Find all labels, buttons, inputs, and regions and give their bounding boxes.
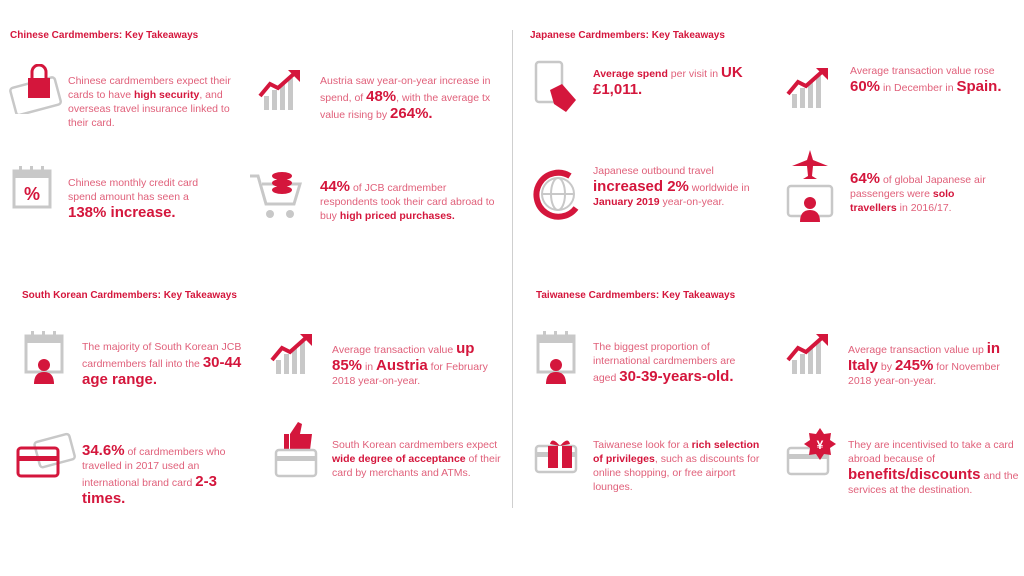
chart-icon	[258, 70, 302, 112]
body-text: They are incentivised to take a card abr…	[848, 439, 1014, 465]
body-text: of their card by merchants and ATMs.	[332, 453, 501, 479]
highlight-text: increased 2%	[593, 178, 689, 195]
highlight-text: 2-3 times.	[82, 473, 217, 507]
body-text: year-on-year.	[659, 196, 725, 208]
highlight-text: benefits/discounts	[848, 466, 981, 483]
takeaway: Taiwanese look for a rich selection of p…	[593, 438, 763, 494]
takeaway: The majority of South Korean JCB cardmem…	[82, 340, 242, 388]
body-text: worldwide in	[688, 182, 750, 194]
takeaway: Average spend per visit in UK £1,011.	[593, 64, 753, 98]
chart-icon	[786, 334, 830, 376]
highlight-text: 64%	[850, 170, 881, 187]
body-text: Taiwanese look for a	[593, 439, 692, 451]
percent-calendar-icon: %	[12, 165, 52, 209]
body-text: in	[362, 361, 377, 373]
highlight-text: 34.6%	[82, 442, 125, 459]
body-text: Japanese outbound travel	[593, 165, 714, 177]
body-text: , with the average tx value rising by	[320, 92, 491, 121]
body-text: per visit in	[667, 68, 721, 80]
thumb-card-icon	[274, 422, 318, 478]
bold-text: Average spend	[593, 68, 668, 80]
takeaway: Average transaction value up in Italy by…	[848, 340, 1008, 388]
gift-card-icon	[534, 440, 578, 474]
highlight-text: 245%	[894, 357, 934, 374]
takeaway: Austria saw year-on-year increase in spe…	[320, 74, 500, 122]
bold-text: high security	[133, 89, 200, 101]
bold-text: high priced purchases.	[339, 210, 455, 222]
body-text: in December in	[880, 82, 957, 94]
body-text: Average transaction value up	[848, 344, 987, 356]
takeaway: They are incentivised to take a card abr…	[848, 438, 1020, 497]
takeaway: 44% of JCB cardmember respondents took t…	[320, 178, 500, 223]
bold-text: solo travellers	[850, 188, 955, 214]
highlight-text: up 85%	[332, 340, 475, 374]
body-text: Average transaction value	[332, 344, 457, 356]
section-title: Japanese Cardmembers: Key Takeaways	[530, 30, 725, 41]
takeaway: Average transaction value rose 60% in De…	[850, 64, 1020, 95]
body-text: of JCB cardmember respondents took their…	[320, 182, 495, 222]
svg-text:¥: ¥	[817, 438, 824, 452]
section-title: South Korean Cardmembers: Key Takeaways	[22, 290, 237, 301]
highlight-text: Austria	[376, 357, 428, 374]
body-text: and the services at the destination.	[848, 470, 1019, 496]
body-text: for February 2018 year-on-year.	[332, 361, 488, 387]
highlight-text: UK £1,011.	[593, 64, 743, 98]
highlight-text: 30-39-years-old.	[619, 368, 734, 385]
takeaway: Chinese monthly credit card spend amount…	[68, 176, 228, 221]
card-hand-icon	[534, 60, 576, 112]
body-text: , such as discounts for online shopping,…	[593, 453, 760, 493]
takeaway: The biggest proportion of international …	[593, 340, 758, 385]
cards-icon	[16, 432, 76, 478]
body-text: of global Japanese air passengers were	[850, 174, 986, 200]
chart-icon	[270, 334, 314, 376]
highlight-text: 44%	[320, 178, 351, 195]
svg-text:%: %	[24, 184, 40, 204]
body-text: , and overseas travel insurance linked t…	[68, 89, 230, 129]
chart-icon	[786, 68, 830, 110]
section-title: Chinese Cardmembers: Key Takeaways	[10, 30, 199, 41]
globe-icon	[533, 169, 579, 220]
body-text: Chinese monthly credit card spend amount…	[68, 177, 199, 203]
takeaway: Chinese cardmembers expect their cards t…	[68, 74, 238, 130]
body-text: Austria saw year-on-year increase in spe…	[320, 75, 491, 104]
takeaway: Japanese outbound travel increased 2% wo…	[593, 164, 763, 209]
bold-text: wide degree of acceptance	[332, 453, 466, 465]
person-calendar-icon	[24, 330, 64, 384]
takeaway: 64% of global Japanese air passengers we…	[850, 170, 1000, 215]
divider	[512, 30, 513, 508]
lock-card-icon	[9, 64, 62, 114]
body-text: of cardmembers who travelled in 2017 use…	[82, 446, 226, 489]
highlight-text: 138% increase.	[68, 204, 176, 221]
takeaway: 34.6% of cardmembers who travelled in 20…	[82, 442, 232, 507]
body-text: The majority of South Korean JCB cardmem…	[82, 341, 242, 370]
highlight-text: in Italy	[848, 340, 1001, 374]
body-text: for November 2018 year-on-year.	[848, 361, 1000, 387]
takeaway: Average transaction value up 85% in Aust…	[332, 340, 492, 388]
bold-text: rich selection of privileges	[593, 439, 760, 465]
body-text: The biggest proportion of international …	[593, 341, 736, 384]
body-text: by	[878, 361, 895, 373]
highlight-text: Spain.	[956, 78, 1002, 95]
takeaway: South Korean cardmembers expect wide deg…	[332, 438, 510, 480]
highlight-text: 30-44 age range.	[82, 354, 242, 388]
body-text: South Korean cardmembers expect	[332, 439, 498, 451]
body-text: in 2016/17.	[896, 202, 952, 214]
highlight-text: 264%.	[390, 105, 433, 122]
body-text: Average transaction value rose	[850, 65, 995, 77]
body-text: Chinese cardmembers expect their cards t…	[68, 75, 231, 101]
cart-icon	[250, 172, 303, 218]
person-calendar-icon	[536, 330, 576, 384]
bold-text: January 2019	[593, 196, 660, 208]
highlight-text: 48%	[366, 88, 397, 105]
yen-badge-icon: ¥	[786, 428, 836, 476]
highlight-text: 60%	[850, 78, 881, 95]
section-title: Taiwanese Cardmembers: Key Takeaways	[536, 290, 736, 301]
plane-icon	[786, 150, 834, 222]
